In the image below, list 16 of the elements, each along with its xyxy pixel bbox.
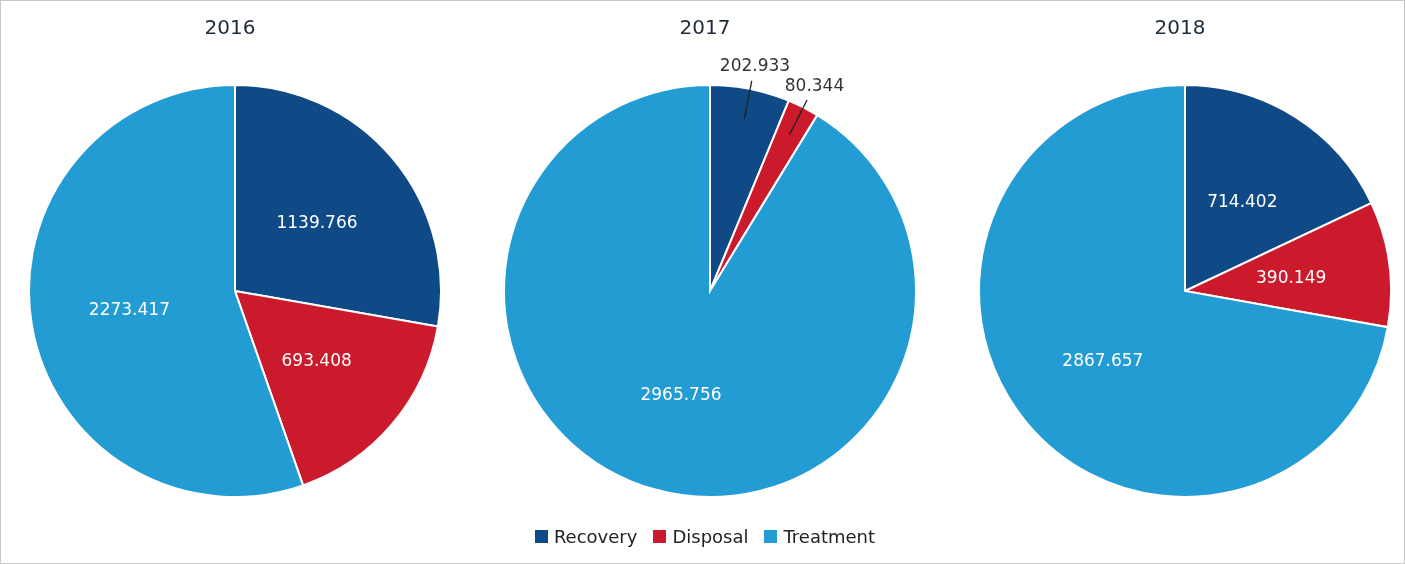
- data-label: 2965.756: [640, 384, 722, 405]
- legend-label: Treatment: [783, 526, 876, 547]
- data-label: 80.344: [784, 75, 845, 96]
- chart-title: 2018: [1153, 15, 1207, 39]
- data-label: 390.149: [1256, 266, 1327, 287]
- legend-label: Recovery: [553, 526, 638, 547]
- legend-label: Disposal: [672, 526, 749, 547]
- data-label: 714.402: [1207, 190, 1278, 211]
- data-label: 2867.657: [1062, 349, 1144, 370]
- pie-slice: [978, 84, 1389, 498]
- data-label: 693.408: [281, 350, 352, 371]
- chart-title: 2017: [678, 15, 732, 39]
- chart-title: 2016: [203, 15, 257, 39]
- data-label: 202.933: [719, 54, 791, 75]
- data-label: 2273.417: [88, 298, 170, 319]
- data-label: 1139.766: [276, 212, 358, 233]
